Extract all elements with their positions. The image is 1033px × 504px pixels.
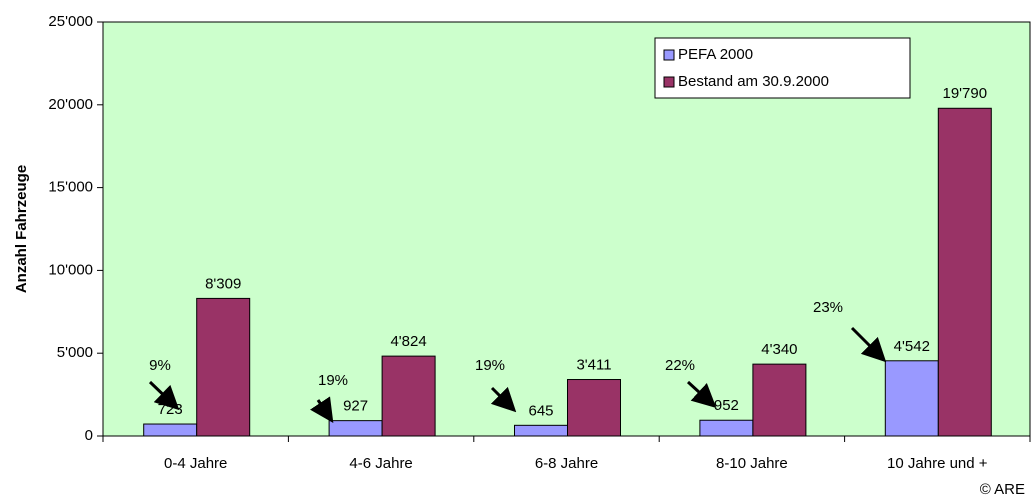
annotation-arrow	[490, 386, 517, 413]
value-label: 4'340	[761, 341, 797, 358]
x-tick-label: 0-4 Jahre	[164, 455, 227, 472]
value-label: 645	[528, 402, 553, 419]
annotation-arrow	[310, 396, 334, 423]
x-tick-label: 10 Jahre und +	[887, 455, 988, 472]
bar	[196, 297, 251, 437]
bar	[937, 107, 992, 437]
y-tick-label: 20'000	[48, 96, 93, 113]
value-label: 4'824	[390, 333, 426, 350]
bar	[567, 379, 621, 437]
annotation: 9%	[149, 357, 171, 374]
bar	[752, 363, 807, 437]
y-tick-label: 10'000	[48, 261, 93, 278]
bar	[328, 420, 383, 437]
legend-label: Bestand am 30.9.2000	[678, 73, 829, 90]
annotation-arrow	[686, 380, 717, 409]
value-label: 4'542	[894, 338, 930, 355]
value-label: 3'411	[576, 356, 611, 373]
y-tick-label: 0	[85, 427, 93, 444]
y-tick-label: 15'000	[48, 179, 93, 196]
annotation: 19%	[318, 372, 348, 389]
legend-swatch	[663, 49, 675, 61]
credit: © ARE	[980, 481, 1025, 498]
bar	[381, 355, 436, 437]
y-tick-label: 25'000	[48, 13, 93, 30]
value-label: 19'790	[943, 85, 988, 102]
bar	[143, 423, 198, 437]
annotation: 23%	[813, 299, 843, 316]
x-tick-label: 4-6 Jahre	[349, 455, 412, 472]
bar	[884, 360, 939, 437]
annotation: 19%	[475, 357, 505, 374]
bar	[699, 419, 754, 437]
y-axis-label: Anzahl Fahrzeuge	[13, 165, 30, 293]
value-label: 952	[714, 397, 739, 414]
annotation-arrow	[850, 326, 887, 363]
bar	[514, 424, 568, 437]
annotation-arrow	[148, 380, 180, 411]
y-tick-label: 5'000	[57, 344, 93, 361]
legend-swatch	[663, 76, 675, 88]
value-label: 927	[343, 398, 368, 415]
x-tick-label: 8-10 Jahre	[716, 455, 788, 472]
legend-label: PEFA 2000	[678, 46, 753, 63]
legend-box	[654, 37, 911, 99]
x-tick-label: 6-8 Jahre	[535, 455, 598, 472]
annotation: 22%	[665, 357, 695, 374]
value-label: 723	[158, 401, 183, 418]
value-label: 8'309	[205, 275, 241, 292]
